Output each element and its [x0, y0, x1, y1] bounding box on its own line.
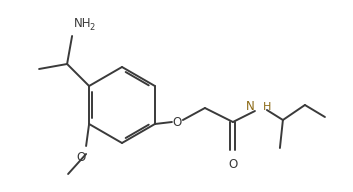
Text: H: H: [263, 102, 271, 112]
Text: O: O: [77, 151, 86, 164]
Text: NH: NH: [74, 17, 91, 30]
Text: O: O: [172, 116, 181, 128]
Text: N: N: [246, 100, 255, 113]
Text: 2: 2: [89, 23, 94, 32]
Text: O: O: [228, 158, 238, 171]
